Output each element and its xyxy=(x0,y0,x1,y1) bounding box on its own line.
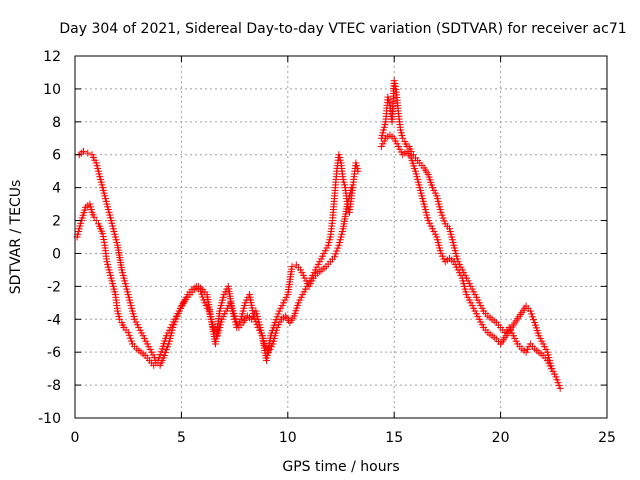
data-point xyxy=(250,312,258,320)
data-point xyxy=(273,313,281,321)
data-point xyxy=(171,318,179,326)
y-tick-label: -6 xyxy=(47,345,61,361)
data-point xyxy=(390,77,398,85)
data-point xyxy=(530,316,538,324)
chart-title: Day 304 of 2021, Sidereal Day-to-day VTE… xyxy=(59,21,626,37)
data-point xyxy=(555,382,563,390)
data-point xyxy=(99,233,107,241)
y-axis-label: SDTVAR / TECUs xyxy=(8,180,24,295)
data-point xyxy=(391,82,399,90)
ticks-layer: 0 5 10 15 20 25 -10 -8 -6 -4 -2 0 2 4 6 8 10 12 xyxy=(38,49,616,446)
data-point xyxy=(556,384,564,392)
data-point xyxy=(552,373,560,381)
data-point xyxy=(100,235,108,243)
y-tick-label: 2 xyxy=(52,214,61,230)
data-point xyxy=(163,346,171,354)
y-tick-label: -4 xyxy=(47,312,61,328)
data-point xyxy=(392,85,400,93)
data-point xyxy=(125,331,133,339)
series-segment-3 xyxy=(377,77,564,392)
data-point xyxy=(527,310,535,318)
data-point xyxy=(272,316,280,324)
y-tick-label: 12 xyxy=(43,49,61,65)
data-point xyxy=(553,376,561,384)
plot-frame xyxy=(74,55,608,419)
data-point xyxy=(164,343,172,351)
y-tick-label: 6 xyxy=(52,148,61,164)
data-point xyxy=(274,310,282,318)
data-point xyxy=(99,230,107,238)
data-point xyxy=(161,349,169,357)
series-segment-2 xyxy=(75,147,356,369)
y-tick-label: 4 xyxy=(52,181,61,197)
x-tick-label: 25 xyxy=(598,430,616,446)
data-point xyxy=(100,238,108,246)
y-tick-label: -10 xyxy=(38,411,61,427)
data-point xyxy=(332,250,340,258)
data-point xyxy=(439,214,447,222)
data-point xyxy=(253,321,261,329)
y-tick-label: 10 xyxy=(43,82,61,98)
y-tick-label: 0 xyxy=(52,246,61,262)
data-point xyxy=(156,351,164,359)
data-point xyxy=(554,379,562,387)
x-tick-label: 0 xyxy=(71,430,80,446)
data-point xyxy=(440,217,448,225)
data-point xyxy=(333,247,341,255)
data-point xyxy=(80,147,88,155)
data-point xyxy=(126,334,134,342)
data-point xyxy=(548,365,556,373)
data-point xyxy=(251,315,259,323)
data-point xyxy=(354,167,362,175)
marks-layer xyxy=(73,77,564,392)
data-point xyxy=(391,80,399,88)
x-axis-label: GPS time / hours xyxy=(282,459,399,475)
data-point xyxy=(526,307,534,315)
data-point xyxy=(288,263,296,271)
data-point xyxy=(331,253,339,261)
data-point xyxy=(172,315,180,323)
data-point xyxy=(169,324,177,331)
x-tick-label: 5 xyxy=(177,430,186,446)
data-point xyxy=(170,321,178,329)
data-point xyxy=(84,149,92,157)
data-point xyxy=(157,348,165,356)
data-point xyxy=(252,318,260,326)
series-segment-4 xyxy=(377,131,556,373)
y-tick-label: -2 xyxy=(47,279,61,295)
data-point xyxy=(437,208,445,216)
data-point xyxy=(348,184,356,192)
data-point xyxy=(334,244,342,252)
data-point xyxy=(127,337,135,345)
data-point xyxy=(124,328,132,336)
x-tick-label: 20 xyxy=(492,430,510,446)
data-point xyxy=(438,211,446,219)
data-point xyxy=(160,351,168,359)
data-point xyxy=(271,319,279,327)
x-tick-label: 10 xyxy=(279,430,297,446)
x-tick-label: 15 xyxy=(385,430,403,446)
y-tick-label: 8 xyxy=(52,115,61,131)
y-tick-label: -8 xyxy=(47,378,61,394)
data-point xyxy=(529,313,537,321)
